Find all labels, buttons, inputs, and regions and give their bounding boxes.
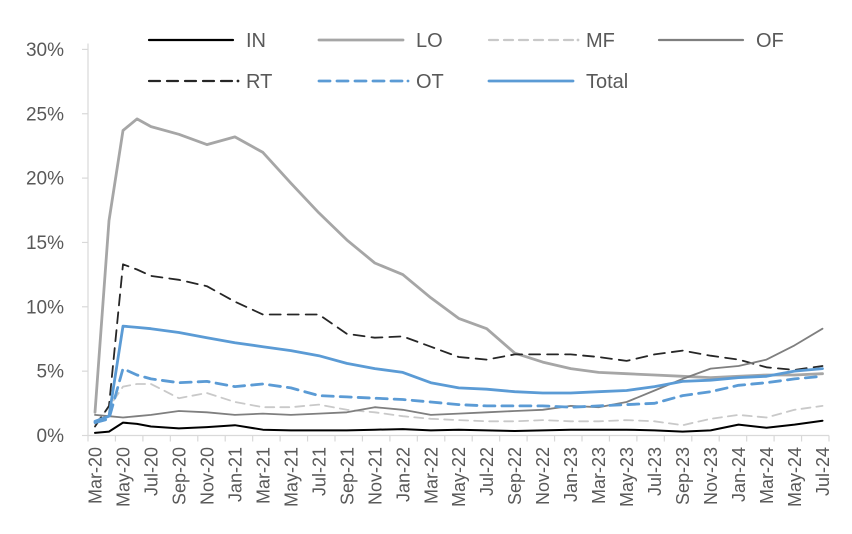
x-tick-label: Mar-24 <box>757 447 777 504</box>
legend-label: Total <box>586 71 628 93</box>
x-tick-label: Sep-21 <box>337 447 357 505</box>
legend-item-ot[interactable]: OT <box>317 71 444 93</box>
x-tick-label: Jan-23 <box>561 447 581 502</box>
x-axis-ticks <box>87 435 830 442</box>
series-line-mf <box>94 383 824 427</box>
x-tick-label: Nov-22 <box>533 447 553 505</box>
y-axis-ticks: 0% 5% 10% 15% 20% 25% 30% <box>26 40 88 447</box>
x-tick-label: Jul-22 <box>477 447 497 496</box>
legend-item-rt[interactable]: RT <box>147 71 272 93</box>
legend-label: OF <box>756 30 784 52</box>
legend-label: OT <box>416 71 444 93</box>
y-tick-label: 15% <box>26 233 64 254</box>
x-tick-label: Nov-23 <box>701 447 721 505</box>
legend-item-lo[interactable]: LO <box>317 30 443 52</box>
legend-key-dot <box>236 79 240 83</box>
x-tick-label: May-22 <box>449 447 469 507</box>
x-tick-label: Jul-21 <box>309 447 329 496</box>
x-tick-label: May-24 <box>785 447 805 507</box>
x-tick-label: Jan-21 <box>225 447 245 502</box>
x-tick-label: Jul-23 <box>645 447 665 496</box>
x-tick-label: May-21 <box>281 447 301 507</box>
axes <box>87 43 829 437</box>
legend-label: RT <box>246 71 272 93</box>
x-tick-label: Jul-24 <box>813 447 833 496</box>
series-line-in <box>94 419 824 434</box>
x-tick-label: Mar-23 <box>589 447 609 504</box>
y-tick-label: 30% <box>26 40 64 61</box>
x-axis-labels: Mar-20 May-20 Jul-20 Sep-20 Nov-20 Jan-21 Mar-… <box>86 447 833 507</box>
legend-item-mf[interactable]: MF <box>487 30 615 52</box>
x-tick-label: Nov-20 <box>197 447 217 505</box>
series-line-ot <box>93 367 824 425</box>
x-tick-label: Sep-20 <box>169 447 189 505</box>
series-line-of <box>94 327 824 419</box>
legend-key-dot <box>406 79 410 83</box>
legend-key-dot <box>576 38 580 42</box>
legend-label: IN <box>246 30 266 52</box>
legend-item-in[interactable]: IN <box>147 30 266 52</box>
series-line-lo <box>93 117 824 414</box>
x-tick-label: Jan-24 <box>729 447 749 502</box>
legend-item-total[interactable]: Total <box>487 71 628 93</box>
x-tick-label: Mar-22 <box>421 447 441 504</box>
legend: IN LO MF OF RT OT Total <box>147 30 784 93</box>
series-lines <box>93 117 824 434</box>
x-tick-label: Sep-23 <box>673 447 693 505</box>
legend-item-of[interactable]: OF <box>657 30 784 52</box>
y-tick-label: 0% <box>37 426 65 447</box>
y-tick-label: 10% <box>26 297 64 318</box>
x-tick-label: Mar-20 <box>86 447 106 504</box>
x-tick-label: Sep-22 <box>505 447 525 505</box>
legend-label: MF <box>586 30 615 52</box>
y-tick-label: 25% <box>26 104 64 125</box>
series-line-total <box>93 324 824 423</box>
x-tick-label: May-20 <box>113 447 133 507</box>
legend-label: LO <box>416 30 443 52</box>
x-tick-label: Jul-20 <box>141 447 161 496</box>
y-tick-label: 5% <box>37 362 65 383</box>
x-tick-label: Mar-21 <box>253 447 273 504</box>
series-line-rt <box>94 263 824 428</box>
x-tick-label: May-23 <box>617 447 637 507</box>
x-tick-label: Jan-22 <box>393 447 413 502</box>
x-tick-label: Nov-21 <box>365 447 385 505</box>
y-tick-label: 20% <box>26 169 64 190</box>
